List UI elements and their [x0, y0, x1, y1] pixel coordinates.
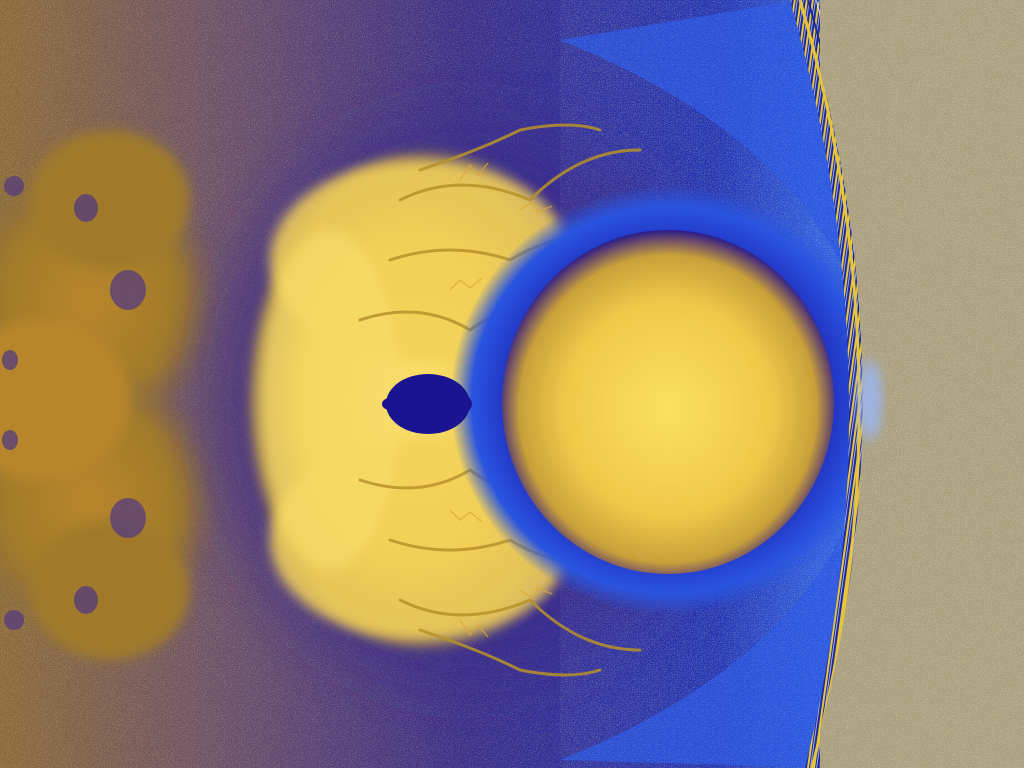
- edge-glow: [858, 360, 882, 440]
- left-dark-spots: [2, 176, 146, 630]
- dark-mini-bulb: [382, 374, 472, 434]
- dendrite-fine: [449, 162, 553, 638]
- left-ghost-lobes: [0, 130, 220, 660]
- central-sphere: [502, 230, 834, 574]
